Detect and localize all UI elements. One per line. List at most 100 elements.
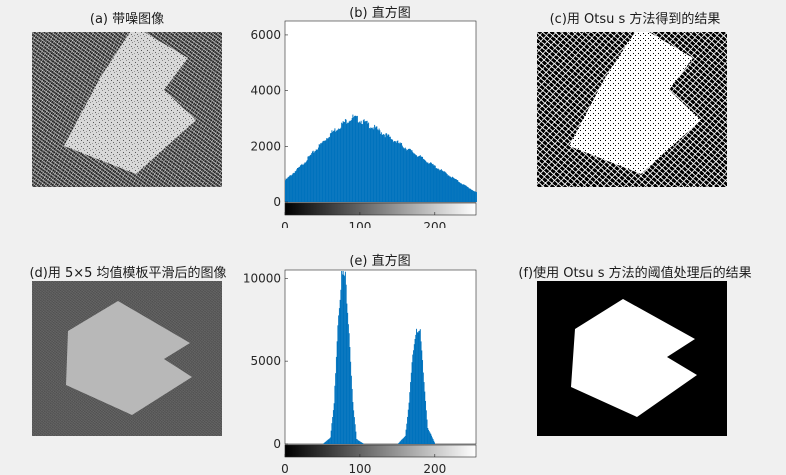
- hist-e-bar: [428, 429, 430, 444]
- hist-b-bar: [321, 142, 323, 202]
- hist-e-bar: [359, 441, 361, 444]
- hist-b-bar: [371, 127, 373, 202]
- hist-b-bar: [291, 174, 293, 202]
- hist-b-bar: [455, 178, 456, 202]
- hist-e-bar: [335, 356, 337, 444]
- hist-e-bar: [413, 350, 415, 444]
- hist-e-bar: [431, 435, 433, 444]
- hist-b-bar: [422, 158, 424, 202]
- hist-e-bar: [353, 410, 355, 444]
- hist-b-bar: [350, 120, 352, 202]
- hist-b-bar: [361, 123, 363, 202]
- hist-b-bar: [387, 134, 389, 202]
- hist-e-bar: [410, 382, 412, 444]
- hist-e-ytick-label: 10000: [243, 271, 281, 285]
- hist-b-bar: [326, 138, 328, 202]
- hist-e-bar: [330, 430, 332, 444]
- hist-b-bar: [355, 115, 357, 202]
- hist-b-bar: [437, 168, 439, 202]
- hist-e-bar: [344, 276, 346, 444]
- hist-b-bar: [437, 168, 438, 202]
- hist-b-bar: [364, 121, 366, 202]
- hist-b-bar: [360, 120, 362, 202]
- panel-b-title: (b) 直方图: [349, 6, 411, 21]
- hist-e-bar: [356, 439, 358, 444]
- hist-b-bar: [440, 169, 442, 202]
- hist-e-bar: [328, 438, 330, 444]
- hist-e-bar: [359, 441, 361, 444]
- hist-b-bar: [471, 189, 473, 202]
- hist-b-bar: [395, 142, 397, 202]
- hist-b-bar: [317, 149, 319, 202]
- hist-b-bar: [449, 176, 451, 202]
- hist-e-bar: [349, 347, 351, 444]
- hist-e-bar: [432, 438, 434, 444]
- hist-b-bar: [338, 128, 340, 202]
- hist-e-bar: [425, 400, 427, 444]
- hist-b-bar: [451, 177, 453, 202]
- hist-e-bar: [327, 439, 329, 444]
- hist-b-ytick-label: 0: [273, 195, 281, 209]
- hist-b-bar: [416, 156, 418, 202]
- hist-b-bar: [368, 122, 370, 202]
- hist-b-bar: [425, 161, 427, 202]
- hist-b-bar: [442, 170, 444, 202]
- hist-e-bar: [419, 329, 421, 444]
- hist-b-bar: [465, 185, 467, 202]
- hist-b-bar: [292, 173, 294, 202]
- hist-b-bar: [459, 182, 461, 202]
- hist-b-bar: [296, 168, 298, 202]
- hist-b-bar: [384, 137, 386, 202]
- hist-b-bar: [336, 130, 338, 202]
- hist-e-bar: [356, 438, 358, 444]
- noisy-shape: [64, 32, 196, 174]
- hist-b-bar: [343, 122, 345, 202]
- hist-b-bar: [378, 128, 380, 202]
- hist-e-bar: [409, 392, 411, 444]
- hist-e-bar: [331, 423, 333, 444]
- hist-e-bar: [412, 354, 414, 444]
- hist-e-bar: [323, 443, 325, 444]
- hist-b-bar: [448, 175, 450, 202]
- hist-b-bar: [392, 142, 394, 202]
- hist-b-bar: [431, 163, 433, 202]
- hist-e-bar: [333, 403, 335, 444]
- hist-e-bar: [360, 442, 362, 444]
- hist-b-bar: [356, 116, 358, 202]
- hist-e-bars: [323, 270, 436, 444]
- hist-e-bar: [406, 423, 408, 444]
- hist-b-bar: [327, 138, 329, 202]
- hist-b-bar: [460, 183, 462, 202]
- hist-b-bar: [306, 160, 308, 202]
- hist-e-bar: [418, 331, 420, 444]
- hist-e-bar: [402, 438, 404, 444]
- hist-e-bar: [361, 442, 363, 444]
- hist-b-bar: [310, 154, 312, 202]
- hist-b-bar: [462, 184, 464, 202]
- hist-b-bar: [313, 152, 315, 202]
- hist-b-bar: [309, 155, 311, 202]
- hist-b-bar: [372, 127, 374, 202]
- hist-b-bar: [467, 186, 468, 202]
- hist-b-bar: [288, 176, 290, 202]
- hist-b-xtick-label: 200: [423, 220, 446, 228]
- hist-b-bar: [370, 127, 372, 202]
- hist-b-bar: [337, 129, 339, 202]
- otsu-smoothed-shape: [571, 299, 697, 417]
- hist-b-bar: [411, 150, 413, 202]
- hist-b-bar: [413, 153, 415, 202]
- hist-b-bar: [350, 120, 352, 202]
- hist-b-bar: [445, 172, 447, 202]
- hist-b-ytick-label: 2000: [250, 139, 281, 153]
- hist-b-bar: [390, 138, 392, 202]
- hist-b-ytick-label: 4000: [250, 84, 281, 98]
- hist-e-bar: [347, 312, 349, 444]
- hist-b-bar: [472, 190, 474, 202]
- hist-b-bar: [341, 123, 343, 202]
- hist-b-bar: [349, 120, 351, 202]
- hist-e-bar: [329, 438, 331, 444]
- hist-b-bar: [405, 148, 407, 202]
- hist-b-bar: [377, 130, 379, 202]
- hist-b-bar: [424, 160, 426, 202]
- hist-b-bar: [450, 177, 452, 202]
